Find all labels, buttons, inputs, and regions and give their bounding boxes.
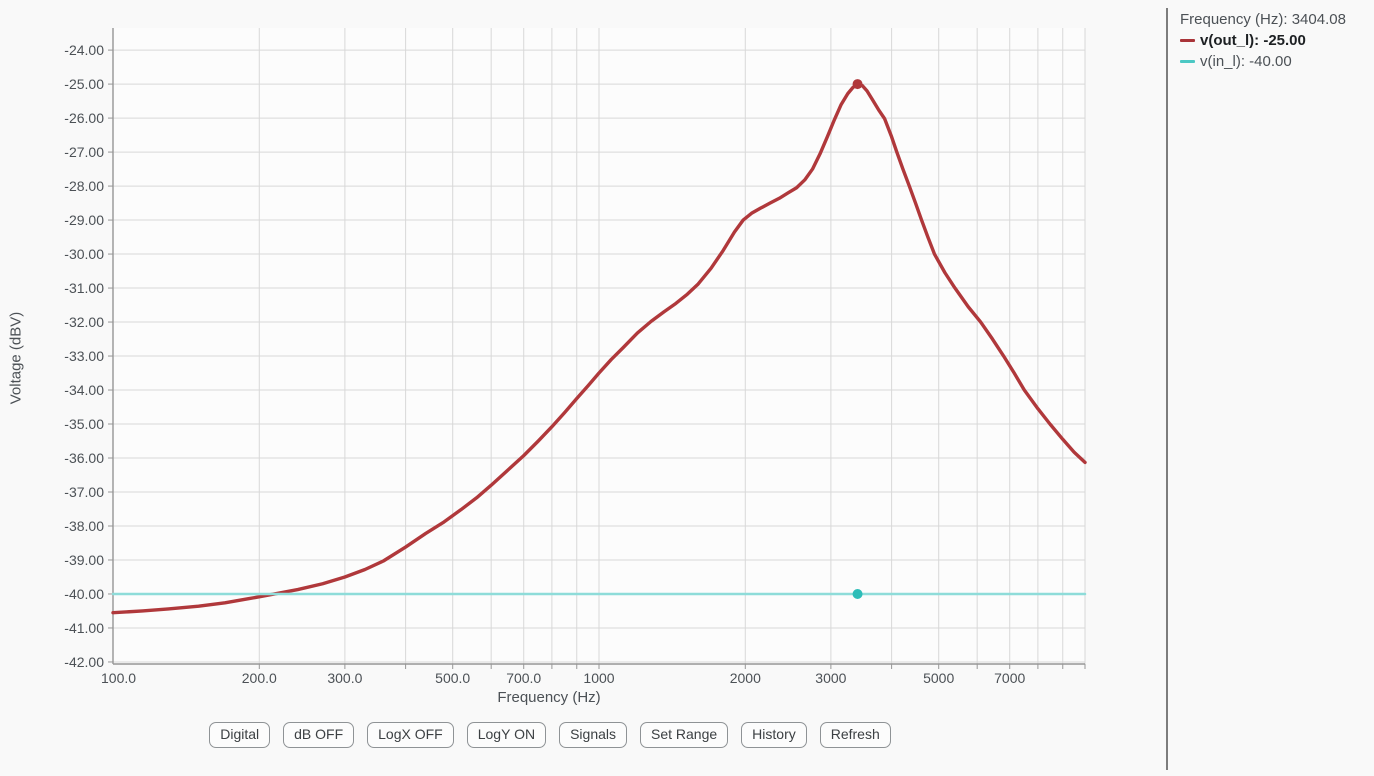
- y-tick-label: -42.00: [64, 654, 104, 670]
- button-logx-off[interactable]: LogX OFF: [367, 722, 454, 748]
- series-line-v-out-l: [111, 82, 1087, 615]
- y-tick-label: -26.00: [64, 110, 104, 126]
- y-tick-label: -30.00: [64, 246, 104, 262]
- x-tick-label: 500.0: [435, 670, 470, 686]
- button-logy-on[interactable]: LogY ON: [466, 722, 547, 748]
- y-tick-label: -24.00: [64, 42, 104, 58]
- legend-swatch-v-out-l: [1180, 39, 1195, 42]
- x-tick-label: 1000: [583, 670, 614, 686]
- y-axis-title: Voltage (dBV): [7, 311, 25, 405]
- button-refresh[interactable]: Refresh: [819, 722, 891, 748]
- x-tick-label: 700.0: [506, 670, 541, 686]
- legend-swatch-v-in-l: [1180, 60, 1195, 63]
- y-tick-label: -27.00: [64, 144, 104, 160]
- x-tick-label: 100.0: [101, 670, 136, 686]
- y-tick-label: -32.00: [64, 314, 104, 330]
- legend-panel: Frequency (Hz): 3404.08 v(out_l): -25.00…: [1166, 0, 1374, 776]
- y-tick-label: -29.00: [64, 212, 104, 228]
- legend-item-v-in-l[interactable]: v(in_l): -40.00: [1180, 51, 1346, 72]
- y-tick-label: -34.00: [64, 382, 104, 398]
- y-tick-label: -31.00: [64, 280, 104, 296]
- toolbar: Digital dB OFF LogX OFF LogY ON Signals Set R…: [0, 722, 1100, 748]
- x-axis-title: Frequency (Hz): [497, 689, 601, 706]
- y-tick-label: -38.00: [64, 518, 104, 534]
- legend-label-v-out-l: v(out_l): -25.00: [1200, 32, 1306, 49]
- cursor-marker-v-out-l[interactable]: [852, 79, 863, 90]
- legend-divider: [1166, 8, 1168, 770]
- button-history[interactable]: History: [741, 722, 807, 748]
- y-tick-label: -41.00: [64, 620, 104, 636]
- y-tick-label: -36.00: [64, 450, 104, 466]
- cursor-frequency-readout: Frequency (Hz): 3404.08: [1180, 11, 1346, 28]
- button-db-off[interactable]: dB OFF: [283, 722, 355, 748]
- button-set-range[interactable]: Set Range: [640, 722, 729, 748]
- x-tick-label: 5000: [923, 670, 954, 686]
- button-digital[interactable]: Digital: [209, 722, 271, 748]
- x-tick-label: 300.0: [327, 670, 362, 686]
- y-tick-label: -40.00: [64, 586, 104, 602]
- button-signals[interactable]: Signals: [559, 722, 627, 748]
- y-tick-label: -39.00: [64, 552, 104, 568]
- x-tick-label: 2000: [730, 670, 761, 686]
- frequency-response-chart[interactable]: -24.00 -25.00 -26.00 -27.00 -28.00 -29.00 -30.…: [0, 0, 1160, 776]
- legend-rows: Frequency (Hz): 3404.08 v(out_l): -25.00…: [1180, 9, 1346, 72]
- y-tick-label: -28.00: [64, 178, 104, 194]
- y-tick-label: -33.00: [64, 348, 104, 364]
- y-tick-label: -37.00: [64, 484, 104, 500]
- y-tick-label: -35.00: [64, 416, 104, 432]
- x-tick-label: 200.0: [242, 670, 277, 686]
- y-tick-label: -25.00: [64, 76, 104, 92]
- legend-label-v-in-l: v(in_l): -40.00: [1200, 53, 1292, 70]
- cursor-marker-v-in-l[interactable]: [852, 588, 863, 599]
- x-tick-label: 3000: [815, 670, 846, 686]
- legend-item-v-out-l[interactable]: v(out_l): -25.00: [1180, 30, 1346, 51]
- x-tick-label: 7000: [994, 670, 1025, 686]
